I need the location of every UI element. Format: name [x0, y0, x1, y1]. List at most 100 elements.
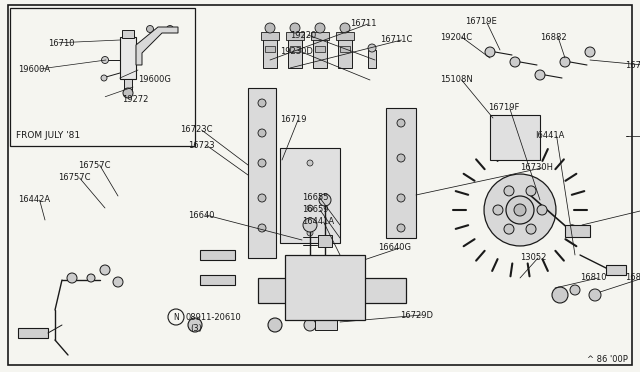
Circle shape [484, 174, 556, 246]
Circle shape [504, 224, 514, 234]
Bar [120, 37, 136, 79]
Circle shape [258, 129, 266, 137]
Text: 08911-20610: 08911-20610 [186, 312, 242, 321]
Text: 16757C: 16757C [78, 160, 111, 170]
Circle shape [397, 194, 405, 202]
Circle shape [560, 57, 570, 67]
Text: 16442A: 16442A [18, 196, 50, 205]
Text: N: N [173, 312, 179, 321]
Circle shape [526, 224, 536, 234]
Circle shape [101, 75, 107, 81]
Text: 16882: 16882 [540, 32, 566, 42]
Circle shape [268, 318, 282, 332]
Bar [368, 50, 376, 68]
Bar [311, 32, 329, 40]
Bar [606, 265, 626, 275]
Circle shape [510, 57, 520, 67]
Circle shape [397, 119, 405, 127]
Text: 19600G: 19600G [138, 76, 171, 84]
Text: 19230D: 19230D [280, 48, 313, 57]
Circle shape [265, 23, 275, 33]
Circle shape [307, 160, 313, 166]
Bar [248, 68, 416, 278]
Text: 16719E: 16719E [465, 17, 497, 26]
Polygon shape [136, 27, 178, 65]
Bar [338, 36, 352, 68]
Text: I6441A: I6441A [535, 131, 564, 141]
Bar [313, 36, 327, 68]
Circle shape [289, 308, 297, 316]
Circle shape [147, 26, 154, 32]
Bar [336, 32, 354, 40]
Text: 16640: 16640 [188, 211, 214, 219]
Circle shape [305, 267, 345, 307]
Text: ^ 86 '00P: ^ 86 '00P [587, 356, 628, 365]
Circle shape [589, 289, 601, 301]
Circle shape [397, 224, 405, 232]
Text: 16640G: 16640G [378, 244, 411, 253]
Bar [565, 225, 590, 237]
Circle shape [87, 274, 95, 282]
Bar [248, 88, 276, 258]
Circle shape [537, 205, 547, 215]
Circle shape [514, 204, 526, 216]
Circle shape [493, 205, 503, 215]
Circle shape [353, 259, 361, 267]
Circle shape [289, 259, 297, 267]
Text: 16441A: 16441A [302, 218, 334, 227]
Bar [386, 108, 416, 238]
Circle shape [353, 308, 361, 316]
Text: 16711C: 16711C [380, 35, 412, 45]
Bar [124, 79, 132, 93]
Text: 19204C: 19204C [440, 32, 472, 42]
Text: (3): (3) [190, 324, 202, 333]
Circle shape [188, 318, 202, 332]
Circle shape [570, 285, 580, 295]
Text: 19220: 19220 [290, 31, 316, 39]
Bar [318, 235, 332, 247]
Circle shape [504, 186, 514, 196]
Text: 16831: 16831 [625, 273, 640, 282]
Bar [122, 30, 134, 38]
Circle shape [123, 88, 133, 98]
Circle shape [67, 273, 77, 283]
Bar [285, 255, 365, 320]
Text: 16655: 16655 [302, 193, 328, 202]
Bar [490, 115, 540, 160]
Circle shape [102, 57, 109, 64]
Text: 16659: 16659 [302, 205, 328, 215]
Text: 16710: 16710 [48, 39, 74, 48]
Circle shape [290, 23, 300, 33]
Bar [315, 320, 337, 330]
Circle shape [303, 218, 317, 232]
Text: 19272: 19272 [122, 96, 148, 105]
Circle shape [462, 152, 578, 268]
Text: 16810: 16810 [580, 273, 607, 282]
Bar [10, 8, 195, 146]
Bar [258, 278, 406, 303]
Text: 16723C: 16723C [180, 125, 212, 135]
Bar [263, 36, 277, 68]
Text: FROM JULY '81: FROM JULY '81 [16, 131, 80, 141]
Circle shape [315, 277, 335, 297]
Bar [200, 250, 235, 260]
Bar [286, 32, 304, 40]
Bar [288, 36, 302, 68]
Text: 16730H: 16730H [520, 164, 553, 173]
Bar [200, 275, 235, 285]
Circle shape [315, 23, 325, 33]
Bar [315, 46, 325, 52]
Circle shape [585, 47, 595, 57]
Circle shape [319, 194, 331, 206]
Circle shape [506, 196, 534, 224]
Circle shape [113, 277, 123, 287]
Circle shape [397, 154, 405, 162]
Text: 16729D: 16729D [400, 311, 433, 320]
Circle shape [307, 205, 313, 211]
Circle shape [258, 194, 266, 202]
Text: 19600A: 19600A [18, 65, 50, 74]
Circle shape [258, 224, 266, 232]
Bar [340, 46, 350, 52]
Bar [18, 328, 48, 338]
Circle shape [307, 230, 313, 236]
